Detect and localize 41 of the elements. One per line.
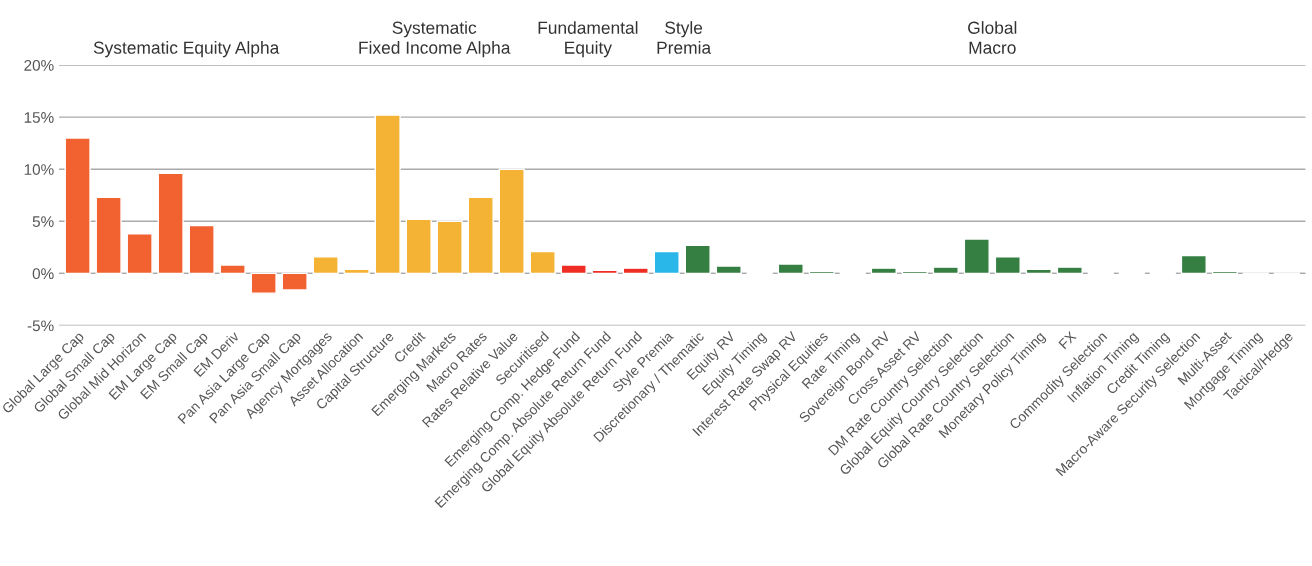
bar	[715, 265, 742, 275]
y-tick-label: 0%	[32, 268, 54, 280]
y-tick-label: 15%	[24, 112, 54, 123]
bar	[963, 238, 990, 275]
bar	[250, 272, 277, 294]
bar	[653, 250, 680, 275]
bar	[870, 267, 897, 275]
bar	[684, 244, 711, 275]
bar	[467, 196, 494, 275]
bar	[405, 218, 432, 275]
y-tick-label: 10%	[24, 164, 54, 175]
bar	[498, 168, 525, 275]
bar	[436, 220, 463, 275]
bar	[591, 269, 618, 275]
bar	[312, 256, 339, 275]
y-tick-label: 20%	[24, 59, 54, 71]
text: Fundamental Equity	[538, 21, 638, 58]
text: Systematic Fixed Income Alpha	[359, 21, 511, 58]
text: Style Premia	[657, 21, 712, 54]
bar	[777, 263, 804, 275]
bar	[188, 224, 215, 275]
bar	[1025, 268, 1052, 275]
bar	[95, 196, 122, 275]
bar	[1056, 266, 1083, 275]
bar	[529, 250, 556, 275]
bar	[157, 172, 184, 275]
text: Systematic Equity Alpha	[93, 41, 280, 58]
bar	[622, 267, 649, 275]
bar	[994, 256, 1021, 275]
y-tick-label: 5%	[32, 216, 54, 227]
bar	[374, 114, 401, 275]
bar	[219, 264, 246, 275]
bar	[281, 272, 308, 291]
bar	[932, 266, 959, 275]
bar	[1180, 254, 1207, 275]
text: Global Macro	[968, 21, 1017, 54]
bar	[126, 233, 153, 275]
bar	[64, 137, 91, 275]
y-tick-label: -5%	[27, 320, 54, 332]
bar	[343, 268, 370, 275]
bar	[560, 264, 587, 275]
